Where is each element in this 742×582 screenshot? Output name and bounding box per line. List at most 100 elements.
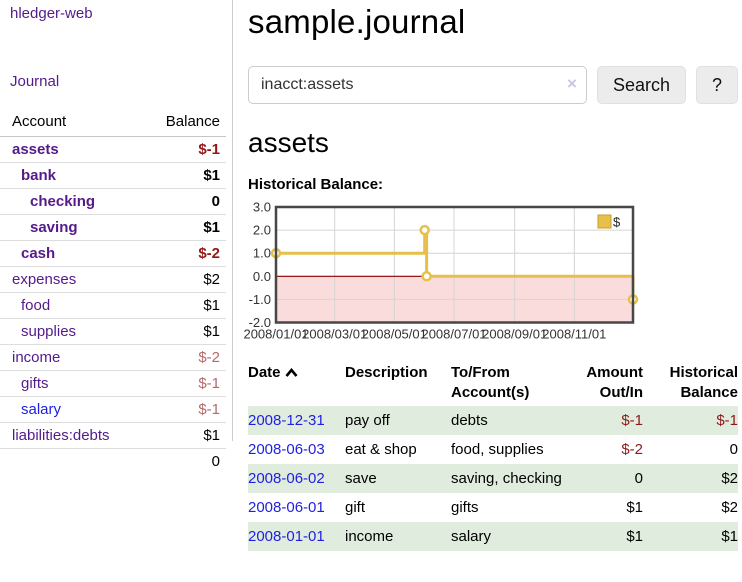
sort-asc-icon bbox=[285, 364, 298, 384]
transaction-amount: $-2 bbox=[621, 441, 643, 458]
transaction-balance: $-1 bbox=[716, 412, 738, 429]
account-link[interactable]: cash bbox=[21, 245, 56, 262]
accounts-header-balance: Balance bbox=[145, 110, 226, 137]
account-link[interactable]: liabilities:debts bbox=[12, 427, 110, 444]
account-row: income $-2 bbox=[0, 344, 226, 371]
accounts-total-row: 0 bbox=[0, 448, 226, 474]
account-row: food $1 bbox=[0, 292, 226, 319]
svg-text:2.0: 2.0 bbox=[253, 223, 271, 238]
transaction-accounts: food, supplies bbox=[451, 441, 544, 458]
page-title: sample.journal bbox=[248, 3, 466, 40]
transaction-date-link[interactable]: 2008-01-01 bbox=[248, 528, 325, 545]
account-link[interactable]: gifts bbox=[21, 375, 49, 392]
account-row: checking 0 bbox=[0, 188, 226, 215]
register-header-balance: Historical Balance bbox=[669, 364, 738, 401]
transaction-balance: $1 bbox=[721, 528, 738, 545]
account-link[interactable]: saving bbox=[30, 219, 78, 236]
svg-text:2008/01/01: 2008/01/01 bbox=[243, 327, 308, 342]
transaction-description: save bbox=[345, 470, 377, 487]
search-button[interactable]: Search bbox=[596, 66, 686, 104]
app-title-link[interactable]: hledger-web bbox=[10, 5, 93, 22]
account-link[interactable]: salary bbox=[21, 401, 62, 418]
search-input[interactable] bbox=[248, 66, 587, 104]
account-row: assets $-1 bbox=[0, 136, 226, 163]
account-link[interactable]: assets bbox=[12, 141, 59, 158]
svg-text:2008/03/01: 2008/03/01 bbox=[302, 327, 367, 342]
account-balance: $1 bbox=[145, 292, 226, 319]
transaction-accounts: saving, checking bbox=[451, 470, 562, 487]
accounts-table: Account Balance assets $-1 bank $1 checking 0… bbox=[0, 110, 226, 474]
account-balance: $1 bbox=[145, 318, 226, 345]
svg-text:2008/11/01: 2008/11/01 bbox=[542, 327, 606, 342]
register-row: 2008-12-31 pay off debts $-1 $-1 bbox=[248, 406, 738, 435]
main-content: sample.journal × Search ? assets Histori… bbox=[243, 0, 738, 551]
account-balance: $1 bbox=[145, 422, 226, 449]
account-link[interactable]: supplies bbox=[21, 323, 77, 340]
account-row: gifts $-1 bbox=[0, 370, 226, 397]
transaction-balance: 0 bbox=[729, 441, 738, 458]
account-balance: $-2 bbox=[145, 240, 226, 267]
transaction-date-link[interactable]: 2008-06-02 bbox=[248, 470, 325, 487]
account-balance: $-1 bbox=[145, 370, 226, 397]
account-balance: $2 bbox=[145, 266, 226, 293]
svg-text:-2.0: -2.0 bbox=[249, 315, 271, 330]
svg-text:2008/09/01: 2008/09/01 bbox=[482, 327, 547, 342]
transaction-date-link[interactable]: 2008-06-03 bbox=[248, 441, 325, 458]
svg-text:-1.0: -1.0 bbox=[249, 292, 271, 307]
svg-text:2008/07/01: 2008/07/01 bbox=[421, 327, 486, 342]
svg-text:$: $ bbox=[613, 215, 621, 230]
account-row: expenses $2 bbox=[0, 266, 226, 293]
account-balance: 0 bbox=[145, 188, 226, 215]
account-link[interactable]: checking bbox=[30, 193, 96, 210]
sidebar: hledger-web Journal Account Balance asse… bbox=[0, 0, 233, 474]
search-form: × Search ? bbox=[248, 66, 738, 104]
clear-icon[interactable]: × bbox=[567, 74, 577, 93]
register-header-amount: Amount Out/In bbox=[586, 364, 643, 401]
account-row: bank $1 bbox=[0, 162, 226, 189]
register-header-accounts: To/From Account(s) bbox=[451, 364, 530, 401]
register-table: Date Description To/From Account(s) Amou… bbox=[248, 361, 738, 551]
transaction-balance: $2 bbox=[721, 470, 738, 487]
transaction-description: gift bbox=[345, 499, 366, 516]
transaction-date-link[interactable]: 2008-06-01 bbox=[248, 499, 325, 516]
accounts-total-value: 0 bbox=[145, 448, 226, 474]
historical-balance-chart: $3.0 2.0 1.0 0.0 -1.0 -2.02008/01/012008/03/0… bbox=[243, 200, 639, 342]
transaction-description: income bbox=[345, 528, 394, 545]
register-header-date[interactable]: Date bbox=[248, 361, 345, 406]
register-row: 2008-01-01 income salary $1 $1 bbox=[248, 522, 738, 551]
account-row: salary $-1 bbox=[0, 396, 226, 423]
register-header-description: Description bbox=[345, 364, 428, 381]
account-balance: $-1 bbox=[145, 396, 226, 423]
account-link[interactable]: income bbox=[12, 349, 61, 366]
accounts-header-account: Account bbox=[0, 110, 146, 137]
transaction-amount: $1 bbox=[626, 528, 643, 545]
account-balance: $-1 bbox=[145, 136, 226, 163]
transaction-amount: $1 bbox=[626, 499, 643, 516]
transaction-amount: 0 bbox=[634, 470, 643, 487]
transaction-balance: $2 bbox=[721, 499, 738, 516]
transaction-date-link[interactable]: 2008-12-31 bbox=[248, 412, 325, 429]
help-button[interactable]: ? bbox=[695, 66, 738, 104]
register-row: 2008-06-02 save saving, checking 0 $2 bbox=[248, 464, 738, 493]
account-row: saving $1 bbox=[0, 214, 226, 241]
transaction-accounts: salary bbox=[451, 528, 492, 545]
account-link[interactable]: food bbox=[21, 297, 51, 314]
account-link[interactable]: bank bbox=[21, 167, 57, 184]
account-balance: $1 bbox=[145, 162, 226, 189]
transaction-description: pay off bbox=[345, 412, 390, 429]
register-row: 2008-06-01 gift gifts $1 $2 bbox=[248, 493, 738, 522]
svg-text:2008/05/01: 2008/05/01 bbox=[362, 327, 427, 342]
register-header-row: Date Description To/From Account(s) Amou… bbox=[248, 361, 738, 406]
transaction-amount: $-1 bbox=[621, 412, 643, 429]
account-balance: $1 bbox=[145, 214, 226, 241]
register-row: 2008-06-03 eat & shop food, supplies $-2 0 bbox=[248, 435, 738, 464]
svg-text:0.0: 0.0 bbox=[253, 269, 271, 284]
sidebar-item-journal[interactable]: Journal bbox=[10, 73, 60, 90]
account-row: supplies $1 bbox=[0, 318, 226, 345]
account-row: cash $-2 bbox=[0, 240, 226, 267]
svg-text:1.0: 1.0 bbox=[253, 246, 271, 261]
account-link[interactable]: expenses bbox=[12, 271, 77, 288]
transaction-description: eat & shop bbox=[345, 441, 417, 458]
account-row: liabilities:debts $1 bbox=[0, 422, 226, 449]
account-balance: $-2 bbox=[145, 344, 226, 371]
